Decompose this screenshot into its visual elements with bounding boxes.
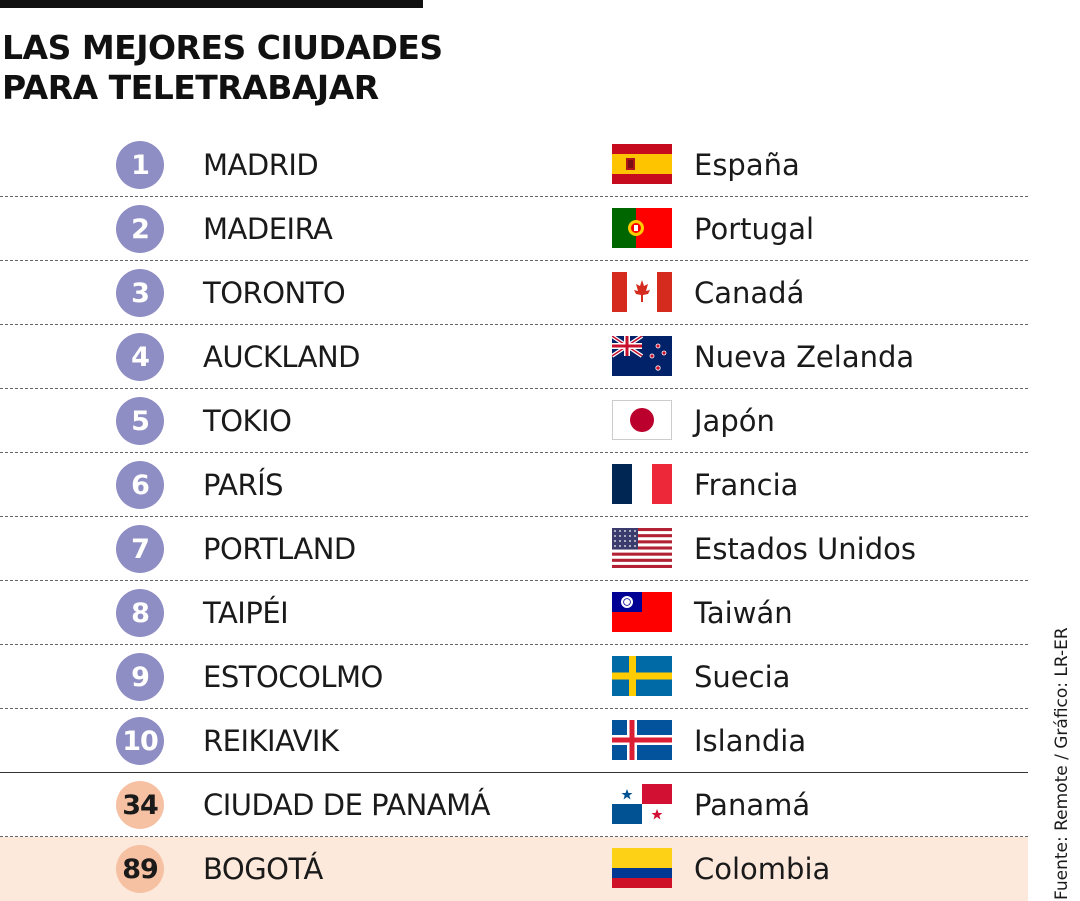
usa-flag-icon [612, 528, 672, 568]
table-row: 4 AUCKLAND Nueva Zelanda [0, 325, 1028, 389]
table-row: 6 PARÍS Francia [0, 453, 1028, 517]
table-row: 2 MADEIRA Portugal [0, 197, 1028, 261]
rank-badge: 9 [116, 653, 164, 701]
table-row: 3 TORONTO Canadá [0, 261, 1028, 325]
table-row: 7 PORTLAND Estados Unidos [0, 517, 1028, 581]
country-name: Portugal [694, 212, 815, 246]
rank-badge: 4 [116, 333, 164, 381]
chart-title: LAS MEJORES CIUDADES PARA TELETRABAJAR [2, 28, 602, 108]
country-name: Canadá [694, 276, 805, 310]
rank-badge: 10 [116, 717, 164, 765]
country-name: Japón [694, 404, 775, 438]
city-name: TOKIO [203, 404, 292, 438]
title-line-2: PARA TELETRABAJAR [2, 68, 379, 107]
portugal-flag-icon [612, 208, 672, 248]
country-name: España [694, 148, 800, 182]
country-name: Estados Unidos [694, 532, 916, 566]
source-note: Fuente: Remote / Gráfico: LR-ER [1052, 627, 1072, 900]
city-name: ESTOCOLMO [203, 660, 383, 694]
country-name: Suecia [694, 660, 791, 694]
spain-flag-icon [612, 144, 672, 184]
rank-badge: 8 [116, 589, 164, 637]
sweden-flag-icon [612, 656, 672, 696]
table-row: 9 ESTOCOLMO Suecia [0, 645, 1028, 709]
city-name: CIUDAD DE PANAMÁ [203, 788, 490, 822]
city-name: REIKIAVIK [203, 724, 339, 758]
city-name: AUCKLAND [203, 340, 361, 374]
canada-flag-icon [612, 272, 672, 312]
rank-badge: 1 [116, 141, 164, 189]
rank-badge: 34 [116, 781, 164, 829]
table-row: 34 CIUDAD DE PANAMÁ Panamá [0, 773, 1028, 837]
colombia-flag-icon [612, 848, 672, 888]
japan-flag-icon [612, 400, 672, 440]
top-rule [0, 0, 423, 8]
table-row: 10 REIKIAVIK Islandia [0, 709, 1028, 773]
country-name: Colombia [694, 852, 831, 886]
country-name: Francia [694, 468, 799, 502]
city-name: TORONTO [203, 276, 346, 310]
ranking-table: 1 MADRID España 2 MADEIRA Portugal 3 TORONTO Can… [0, 133, 1028, 901]
title-line-1: LAS MEJORES CIUDADES [2, 28, 443, 67]
table-row: 89 BOGOTÁ Colombia [0, 837, 1028, 901]
iceland-flag-icon [612, 720, 672, 760]
city-name: BOGOTÁ [203, 852, 323, 886]
country-name: Nueva Zelanda [694, 340, 915, 374]
city-name: PARÍS [203, 468, 284, 502]
rank-badge: 5 [116, 397, 164, 445]
country-name: Taiwán [694, 596, 793, 630]
taiwan-flag-icon [612, 592, 672, 632]
country-name: Islandia [694, 724, 807, 758]
rank-badge: 6 [116, 461, 164, 509]
panama-flag-icon [612, 784, 672, 824]
rank-badge: 7 [116, 525, 164, 573]
country-name: Panamá [694, 788, 811, 822]
rank-badge: 89 [116, 845, 164, 893]
table-row: 8 TAIPÉI Taiwán [0, 581, 1028, 645]
city-name: MADEIRA [203, 212, 333, 246]
france-flag-icon [612, 464, 672, 504]
new-zealand-flag-icon [610, 334, 672, 376]
rank-badge: 2 [116, 205, 164, 253]
rank-badge: 3 [116, 269, 164, 317]
city-name: PORTLAND [203, 532, 356, 566]
table-row: 1 MADRID España [0, 133, 1028, 197]
city-name: MADRID [203, 148, 319, 182]
table-row: 5 TOKIO Japón [0, 389, 1028, 453]
city-name: TAIPÉI [203, 596, 289, 630]
